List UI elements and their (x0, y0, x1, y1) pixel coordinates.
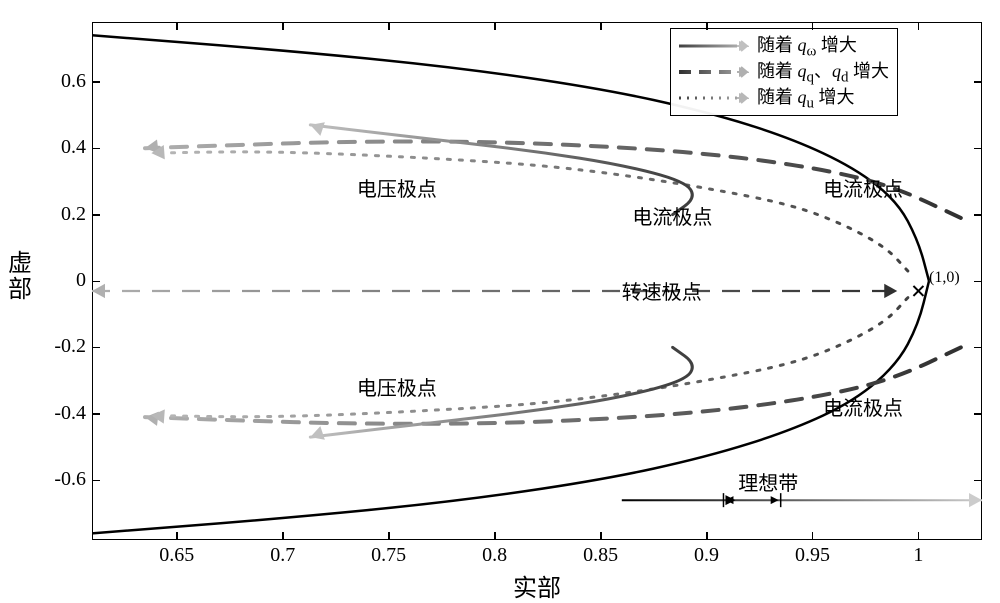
x-tick-label: 0.75 (369, 544, 409, 567)
x-tick (176, 22, 178, 30)
y-tick (974, 81, 982, 83)
annotation: 电压极点 (357, 372, 437, 401)
x-tick (706, 22, 708, 30)
x-tick (812, 532, 814, 540)
y-tick (92, 214, 100, 216)
x-tick-label: 0.7 (263, 544, 303, 567)
y-tick (974, 281, 982, 283)
x-tick (282, 532, 284, 540)
chart-root: 实部 虚部 随着 qω 增大随着 qq、qd 增大随着 qu 增大 0.65 0.… (0, 0, 1000, 602)
annotation: 电流极点 (632, 201, 712, 230)
x-tick-label: 0.9 (687, 544, 727, 567)
y-tick (92, 81, 100, 83)
annotation: (1,0) (929, 269, 960, 287)
y-tick (92, 148, 100, 150)
legend-label: 随着 qu 增大 (757, 83, 855, 113)
x-tick (494, 532, 496, 540)
y-tick-label: -0.4 (54, 402, 86, 425)
y-tick (974, 480, 982, 482)
y-tick (974, 347, 982, 349)
y-tick-label: -0.2 (54, 335, 86, 358)
y-tick-label: 0.2 (61, 203, 86, 226)
y-tick-label: 0.6 (61, 70, 86, 93)
annotation: 理想带 (738, 467, 798, 496)
x-axis-label: 实部 (513, 568, 561, 603)
x-tick-label: 0.95 (792, 544, 832, 567)
legend-swatch (679, 88, 749, 108)
y-tick (92, 281, 100, 283)
x-tick (812, 22, 814, 30)
x-tick (176, 532, 178, 540)
x-tick-label: 1 (898, 544, 938, 567)
x-tick (918, 22, 920, 30)
y-tick (974, 148, 982, 150)
x-tick-label: 0.65 (157, 544, 197, 567)
legend-swatch (679, 62, 749, 82)
x-tick (600, 532, 602, 540)
x-tick (918, 532, 920, 540)
y-axis-label: 虚部 (8, 251, 34, 304)
x-tick (494, 22, 496, 30)
y-tick-label: 0.4 (61, 136, 86, 159)
x-tick-label: 0.8 (475, 544, 515, 567)
annotation: 电压极点 (357, 173, 437, 202)
annotation: 转速极点 (622, 276, 702, 305)
y-tick-label: -0.6 (54, 468, 86, 491)
legend-item: 随着 qω 增大 (679, 33, 889, 59)
x-tick-label: 0.85 (581, 544, 621, 567)
y-tick (92, 413, 100, 415)
x-tick (600, 22, 602, 30)
x-tick (706, 532, 708, 540)
annotation: 电流极点 (823, 392, 903, 421)
x-tick (282, 22, 284, 30)
y-tick-label: 0 (76, 269, 86, 292)
legend: 随着 qω 增大随着 qq、qd 增大随着 qu 增大 (670, 28, 898, 116)
y-tick (92, 480, 100, 482)
y-tick (92, 347, 100, 349)
y-tick (974, 413, 982, 415)
legend-swatch (679, 36, 749, 56)
y-tick (974, 214, 982, 216)
legend-item: 随着 qq、qd 增大 (679, 59, 889, 85)
x-tick (388, 532, 390, 540)
legend-item: 随着 qu 增大 (679, 85, 889, 111)
annotation: 电流极点 (823, 173, 903, 202)
x-tick (388, 22, 390, 30)
